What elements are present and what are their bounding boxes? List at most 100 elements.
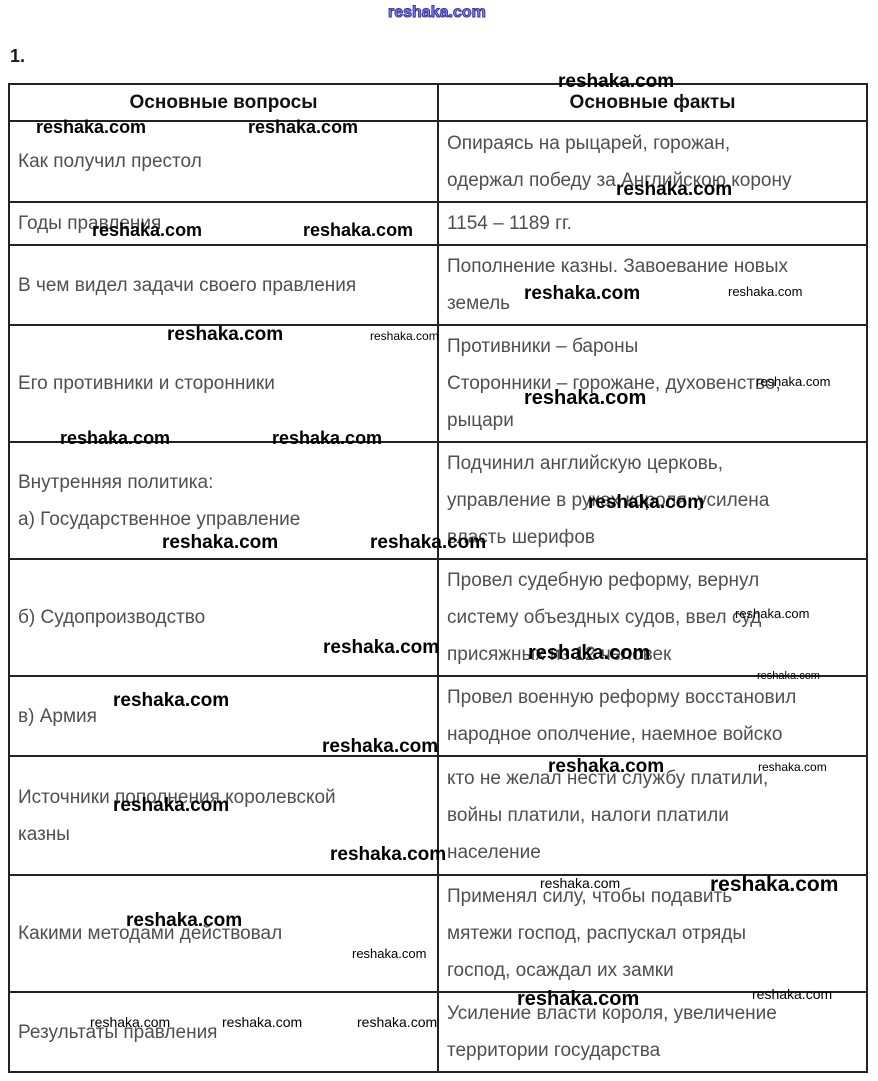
cell-line: Усиление власти короля, увеличение — [447, 1003, 777, 1024]
watermark: reshaka.com — [548, 756, 665, 777]
cell-line: Годы правления — [18, 213, 162, 234]
watermark: reshaka.com — [322, 736, 439, 757]
cell-line: Сторонники – горожане, духовенство, — [447, 373, 781, 394]
watermark: reshaka.com — [92, 220, 203, 240]
cell-line: 1154 – 1189 гг. — [447, 213, 572, 234]
fact-cell: Подчинил английскую церковь, управление в… — [437, 441, 868, 560]
watermark: reshaka.com — [558, 71, 675, 92]
table-body: Как получил престол Опираясь на рыцарей, … — [8, 120, 868, 1073]
watermark: reshaka.com — [272, 428, 383, 448]
cell-line: Подчинил английскую церковь, — [447, 453, 723, 474]
fact-cell: Усиление власти короля, увеличение террит… — [437, 991, 868, 1073]
cell-line: Какими методами действовал — [18, 923, 283, 944]
fact-cell: Провел военную реформу восстановил народн… — [437, 675, 868, 757]
cell-line: власть шерифов — [447, 527, 595, 548]
fact-cell: Провел судебную реформу, вернул систему о… — [437, 558, 868, 677]
question-cell: Годы правления — [8, 201, 439, 246]
cell-line: а) Государственное управление — [18, 508, 301, 530]
cell-line: казны — [18, 823, 70, 845]
cell-line: Опираясь на рыцарей, горожан, — [447, 132, 731, 154]
col-header-facts: Основные факты — [437, 83, 868, 122]
cell-line: управление в руках короля, усилена — [447, 490, 770, 511]
watermark: reshaka.com — [757, 670, 820, 682]
watermark: reshaka.com — [60, 428, 171, 448]
cell-line: земель — [447, 293, 511, 314]
table-row: Внутренняя политика: а) Государственное у… — [8, 441, 868, 560]
question-cell: в) Армия — [8, 675, 439, 757]
cell-line: Пополнение казны. Завоевание новых — [447, 256, 789, 277]
cell-line: систему объездных судов, ввел суд — [447, 607, 762, 628]
cell-line: одержал победу за Английскою корону — [447, 169, 792, 191]
watermark: reshaka.com — [370, 329, 439, 343]
watermark: reshaka.com — [528, 642, 651, 664]
col-header-questions: Основные вопросы — [8, 83, 439, 122]
watermark: reshaka.com — [540, 875, 621, 891]
cell-line: Источники пополнения королевской — [18, 786, 336, 808]
cell-line: в) Армия — [18, 705, 97, 727]
watermark: reshaka.com — [524, 387, 647, 409]
table-row: б) Судопроизводство Провел судебную рефор… — [8, 558, 868, 677]
watermark: reshaka.com — [588, 492, 705, 513]
table-row: Результаты правления Усиление власти коро… — [8, 991, 868, 1073]
item-number: 1. — [10, 46, 26, 66]
question-cell: Какими методами действовал — [8, 874, 439, 993]
watermark: reshaka.com — [735, 606, 810, 621]
watermark: reshaka.com — [126, 910, 243, 931]
fact-cell: Пополнение казны. Завоевание новых земель — [437, 244, 868, 326]
watermark: reshaka.com — [222, 1014, 303, 1030]
table-row: В чем видел задачи своего правления Попол… — [8, 244, 868, 326]
cell-line: Результаты правления — [18, 1021, 218, 1043]
watermark: reshaka.com — [90, 1014, 171, 1030]
cell-line: Противники – бароны — [447, 336, 639, 357]
cell-line: Провел военную реформу восстановил — [447, 687, 797, 708]
watermark: reshaka.com — [113, 795, 230, 816]
watermark: reshaka.com — [758, 760, 827, 774]
watermark: reshaka.com — [752, 986, 833, 1002]
watermark: reshaka.com — [517, 988, 640, 1010]
question-cell: Внутренняя политика: а) Государственное у… — [8, 441, 439, 560]
fact-cell: кто не желал нести службу платили, войны … — [437, 755, 868, 876]
cell-line: Провел судебную реформу, вернул — [447, 570, 760, 591]
table-row: Как получил престол Опираясь на рыцарей, … — [8, 120, 868, 203]
cell-line: кто не желал нести службу платили, — [447, 768, 769, 789]
watermark: reshaka.com — [357, 1014, 438, 1030]
questions-facts-table: Основные вопросы Основные факты Как полу… — [8, 83, 868, 1073]
watermark: reshaka.com — [710, 873, 839, 896]
table-row: Какими методами действовал Применял силу,… — [8, 874, 868, 993]
watermark: reshaka.com — [167, 324, 284, 345]
watermark: reshaka.com — [728, 284, 803, 299]
cell-line: территории государства — [447, 1040, 661, 1061]
cell-line: б) Судопроизводство — [18, 607, 206, 628]
watermark: reshaka.com — [162, 532, 279, 553]
fact-cell: Опираясь на рыцарей, горожан, одержал поб… — [437, 120, 868, 203]
watermark: reshaka.com — [756, 374, 831, 389]
cell-line: мятежи господ, распускал отряды — [447, 923, 747, 944]
watermark: reshaka.com — [616, 179, 733, 200]
watermark: reshaka.com — [323, 637, 440, 658]
cell-line: Применял силу, чтобы подавить — [447, 886, 733, 907]
cell-line: Внутренняя политика: — [18, 471, 214, 493]
cell-line: Его противники и сторонники — [18, 373, 275, 394]
question-cell: В чем видел задачи своего правления — [8, 244, 439, 326]
watermark: reshaka.com — [352, 946, 427, 961]
table-row: Источники пополнения королевской казны кто… — [8, 755, 868, 876]
watermark: reshaka.com — [330, 844, 447, 865]
watermark: reshaka.com — [113, 690, 230, 711]
fact-cell: Применял силу, чтобы подавить мятежи госп… — [437, 874, 868, 993]
fact-cell: 1154 – 1189 гг. — [437, 201, 868, 246]
question-cell: б) Судопроизводство — [8, 558, 439, 677]
cell-line: присяжных из 12 человек — [447, 644, 672, 665]
watermark: reshaka.com — [303, 220, 414, 240]
watermark: reshaka.com — [388, 4, 487, 22]
cell-line: господ, осаждал их замки — [447, 960, 674, 981]
cell-line: народное ополчение, наемное войско — [447, 724, 783, 745]
cell-line: рыцари — [447, 410, 514, 431]
question-cell: Результаты правления — [8, 991, 439, 1073]
header-row: Основные вопросы Основные факты — [8, 83, 868, 122]
cell-line: войны платили, налоги платили — [447, 805, 729, 826]
cell-line: Как получил престол — [18, 151, 202, 172]
table-row: в) Армия Провел военную реформу восстанов… — [8, 675, 868, 757]
table-row: Годы правления 1154 – 1189 гг. — [8, 201, 868, 246]
fact-cell: Противники – бароны Сторонники – горожане… — [437, 324, 868, 443]
question-cell: Как получил престол — [8, 120, 439, 203]
